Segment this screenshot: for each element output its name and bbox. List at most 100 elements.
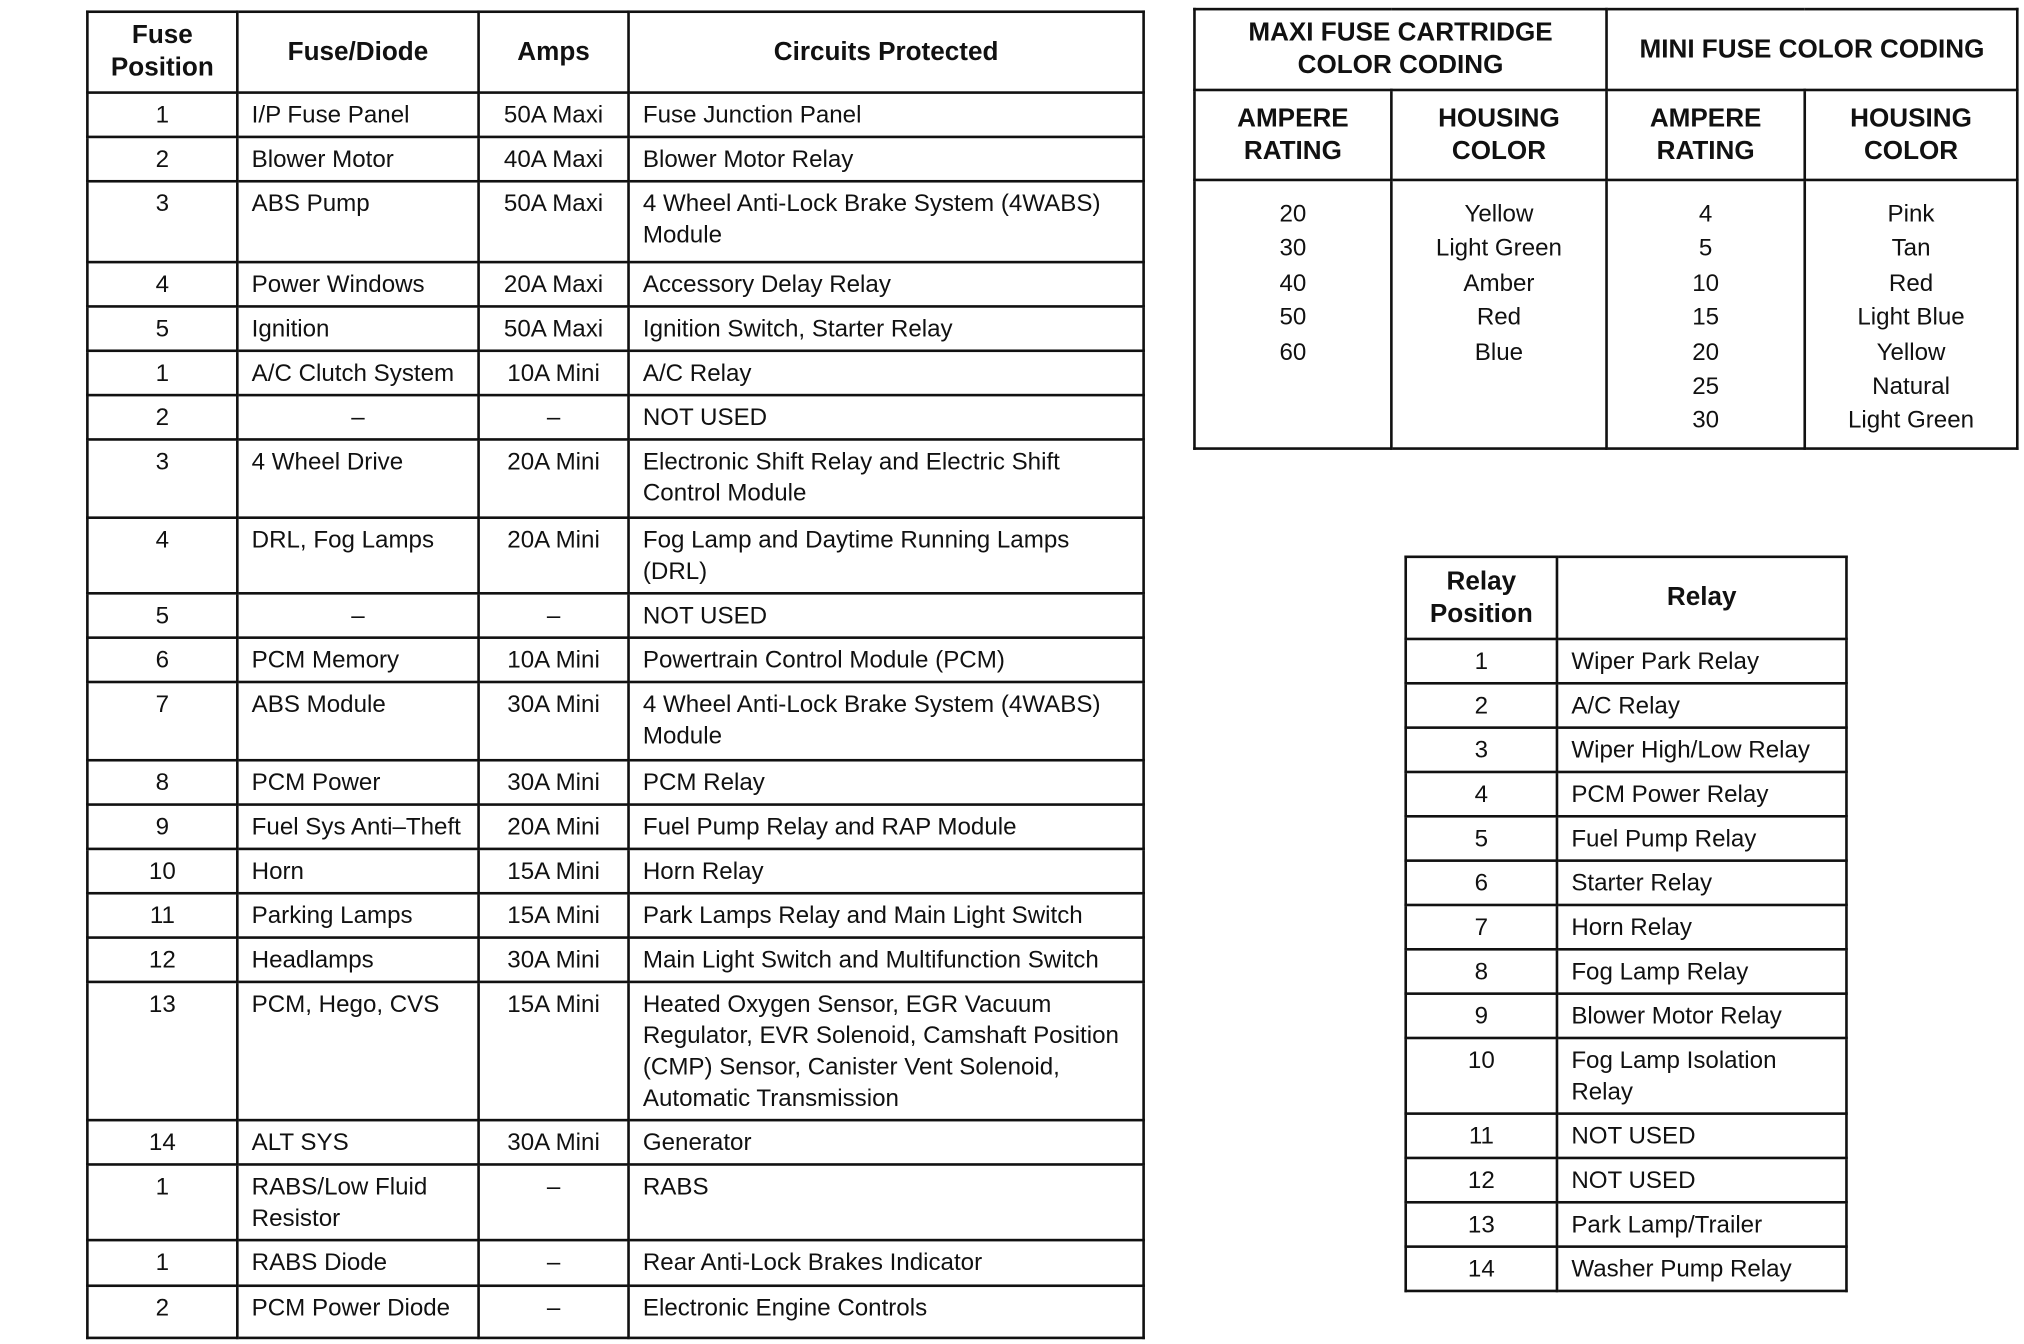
table-row: 1 RABS/Low Fluid Resistor – RABS [86, 1163, 1145, 1242]
circuits-protected-cell: Heated Oxygen Sensor, EGR Vacuum Regulat… [627, 980, 1145, 1122]
fuse-table: Fuse Position Fuse/Diode Amps Circuits P… [86, 10, 1145, 1340]
table-row: 3 ABS Pump 50A Maxi 4 Wheel Anti-Lock Brake… [86, 179, 1145, 264]
table-row: 9 Fuel Sys Anti–Theft 20A Mini Fuel Pump Re… [86, 803, 1145, 851]
relay-position-cell: 5 [1404, 815, 1559, 862]
table-row: 2 Blower Motor 40A Maxi Blower Motor Relay [86, 135, 1145, 183]
relay-name-cell: Fog Lamp Relay [1555, 948, 1848, 995]
color-coding-table: MAXI FUSE CARTRIDGE COLOR CODING MINI FU… [1193, 7, 2019, 450]
relay-position-cell: 12 [1404, 1156, 1559, 1204]
table-row: 10 Fog Lamp Isolation Relay [1404, 1036, 1848, 1115]
table-row: 11 NOT USED [1404, 1112, 1848, 1160]
fuse-table-header: Fuse Position Fuse/Diode Amps Circuits P… [86, 10, 1145, 94]
table-row: 8 Fog Lamp Relay [1404, 948, 1848, 995]
fuse-position-cell: 4 [86, 516, 239, 595]
table-row: 12 Headlamps 30A Mini Main Light Switch and… [86, 936, 1145, 984]
circuits-protected-cell: Rear Anti-Lock Brakes Indicator [627, 1238, 1145, 1288]
fuse-position-cell: 2 [86, 1284, 239, 1340]
relay-position-cell: 7 [1404, 903, 1559, 951]
fuse-position-cell: 3 [86, 179, 239, 264]
amps-cell: 15A Mini [477, 891, 630, 939]
header-fuse-diode: Fuse/Diode [236, 10, 480, 94]
amps-cell: 50A Maxi [477, 179, 630, 264]
circuits-protected-cell: NOT USED [627, 592, 1145, 639]
table-row: 1 A/C Clutch System 10A Mini A/C Relay [86, 349, 1145, 397]
fuse-diode-cell: Horn [236, 847, 480, 895]
amps-cell: 20A Mini [477, 803, 630, 851]
circuits-protected-cell: Accessory Delay Relay [627, 260, 1145, 308]
header-amps: Amps [477, 10, 630, 94]
table-row: 13 PCM, Hego, CVS 15A Mini Heated Oxygen Se… [86, 980, 1145, 1122]
mini-ampere-header: AMPERE RATING [1605, 88, 1807, 182]
fuse-position-cell: 5 [86, 592, 239, 639]
mini-colors: Pink Tan Red Light Blue Yellow Natural L… [1803, 178, 2019, 450]
circuits-protected-cell: Fog Lamp and Daytime Running Lamps (DRL) [627, 516, 1145, 595]
mini-title: MINI FUSE COLOR CODING [1605, 7, 2019, 92]
relay-name-cell: Wiper Park Relay [1555, 637, 1848, 685]
table-row: 9 Blower Motor Relay [1404, 992, 1848, 1040]
amps-cell: 10A Mini [477, 636, 630, 684]
fuse-position-cell: 7 [86, 680, 239, 762]
relay-name-cell: Fuel Pump Relay [1555, 815, 1848, 862]
relay-name-cell: NOT USED [1555, 1156, 1848, 1204]
table-row: 8 PCM Power 30A Mini PCM Relay [86, 758, 1145, 806]
circuits-protected-cell: RABS [627, 1163, 1145, 1242]
table-row: 4 Power Windows 20A Maxi Accessory Delay Re… [86, 260, 1145, 308]
amps-cell: 30A Mini [477, 758, 630, 806]
circuits-protected-cell: Electronic Engine Controls [627, 1284, 1145, 1340]
table-row: 7 ABS Module 30A Mini 4 Wheel Anti-Lock Bra… [86, 680, 1145, 762]
amps-cell: 50A Maxi [477, 305, 630, 353]
table-row: 7 Horn Relay [1404, 903, 1848, 951]
relay-position-cell: 3 [1404, 726, 1559, 774]
fuse-diode-cell: A/C Clutch System [236, 349, 480, 397]
relay-name-cell: Blower Motor Relay [1555, 992, 1848, 1040]
amps-cell: 15A Mini [477, 847, 630, 895]
amps-cell: 30A Mini [477, 1118, 630, 1166]
amps-cell: – [477, 1284, 630, 1340]
relay-name-cell: Park Lamp/Trailer [1555, 1200, 1848, 1248]
fuse-diode-cell: Ignition [236, 305, 480, 353]
maxi-amps: 20 30 40 50 60 [1193, 178, 1393, 450]
relay-position-cell: 11 [1404, 1112, 1559, 1160]
fuse-diode-cell: – [236, 393, 480, 441]
maxi-title: MAXI FUSE CARTRIDGE COLOR CODING [1193, 7, 1608, 92]
fuse-position-cell: 9 [86, 803, 239, 851]
circuits-protected-cell: 4 Wheel Anti-Lock Brake System (4WABS) M… [627, 680, 1145, 762]
relay-name-cell: Fog Lamp Isolation Relay [1555, 1036, 1848, 1115]
circuits-protected-cell: PCM Relay [627, 758, 1145, 806]
table-row: 5– – NOT USED [86, 592, 1145, 639]
table-row: 6 PCM Memory 10A Mini Powertrain Control Mo… [86, 636, 1145, 684]
fuse-diode-cell: ABS Pump [236, 179, 480, 264]
fuse-position-cell: 14 [86, 1118, 239, 1166]
fuse-position-cell: 13 [86, 980, 239, 1122]
relay-position-cell: 13 [1404, 1200, 1559, 1248]
amps-cell: 30A Mini [477, 936, 630, 984]
fuse-position-cell: 10 [86, 847, 239, 895]
fuse-diode-cell: ABS Module [236, 680, 480, 762]
fuse-diode-cell: Headlamps [236, 936, 480, 984]
fuse-diode-cell: RABS/Low Fluid Resistor [236, 1163, 480, 1242]
relay-position-cell: 8 [1404, 948, 1559, 995]
amps-cell: 15A Mini [477, 980, 630, 1122]
relay-position-cell: 9 [1404, 992, 1559, 1040]
relay-name-cell: Starter Relay [1555, 859, 1848, 907]
relay-name-cell: Horn Relay [1555, 903, 1848, 951]
relay-name-cell: Washer Pump Relay [1555, 1245, 1848, 1293]
amps-cell: 50A Maxi [477, 91, 630, 139]
amps-cell: 20A Mini [477, 438, 630, 519]
table-row: 4 DRL, Fog Lamps 20A Mini Fog Lamp and Dayt… [86, 516, 1145, 595]
amps-cell: – [477, 1238, 630, 1288]
amps-cell: – [477, 592, 630, 639]
relay-position-cell: 2 [1404, 681, 1559, 729]
mini-housing-header: HOUSING COLOR [1803, 88, 2019, 182]
table-row: 2 PCM Power Diode – Electronic Engine Contr… [86, 1284, 1145, 1340]
maxi-colors: Yellow Light Green Amber Red Blue [1390, 178, 1608, 450]
fuse-diode-cell: – [236, 592, 480, 639]
fuse-diode-cell: Fuel Sys Anti–Theft [236, 803, 480, 851]
fuse-position-cell: 1 [86, 91, 239, 139]
table-row: 6 Starter Relay [1404, 859, 1848, 907]
table-row: 12 NOT USED [1404, 1156, 1848, 1204]
fuse-diode-cell: I/P Fuse Panel [236, 91, 480, 139]
fuse-diode-cell: Parking Lamps [236, 891, 480, 939]
